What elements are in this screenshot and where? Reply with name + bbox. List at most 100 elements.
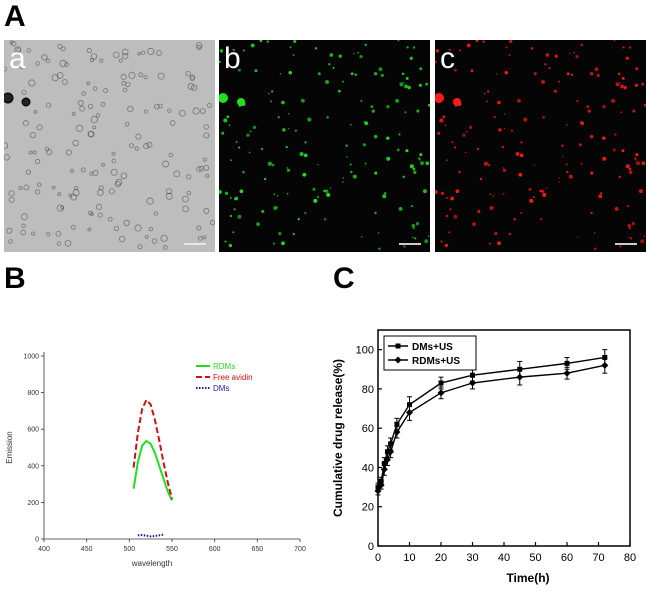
particle	[314, 47, 318, 50]
particle	[425, 82, 429, 86]
particle	[28, 150, 33, 155]
particle	[568, 174, 573, 179]
particle	[405, 76, 409, 80]
particle	[235, 141, 238, 144]
particle	[630, 237, 633, 240]
particle	[77, 100, 84, 106]
particle	[279, 72, 282, 75]
particle	[289, 46, 292, 49]
particle	[46, 148, 53, 156]
particle	[412, 236, 414, 239]
particle	[112, 51, 120, 59]
particle	[561, 144, 564, 147]
particle	[401, 72, 405, 76]
particle	[80, 167, 86, 173]
particle	[542, 192, 547, 197]
particle	[120, 172, 128, 180]
large-particle	[4, 92, 14, 104]
particle	[224, 191, 229, 195]
particle	[221, 131, 225, 135]
particle-field	[435, 40, 646, 250]
particle	[634, 157, 637, 160]
particle	[360, 100, 363, 103]
particle	[254, 69, 258, 73]
x-axis-title: Time(h)	[506, 571, 549, 585]
particle	[219, 49, 224, 53]
particle	[640, 239, 645, 244]
particle	[352, 174, 357, 179]
particle	[18, 186, 23, 191]
particle	[504, 70, 508, 75]
particle	[329, 53, 334, 57]
particle	[199, 108, 206, 114]
particle	[224, 240, 227, 243]
particle	[203, 132, 210, 139]
y-tick-label: 40	[362, 462, 374, 474]
particle	[281, 241, 285, 246]
x-tick-label: 50	[529, 552, 541, 564]
particle	[354, 73, 357, 76]
particle	[179, 109, 186, 117]
particle	[446, 159, 448, 162]
particle	[554, 54, 558, 58]
particle	[97, 189, 104, 196]
particle	[628, 236, 630, 239]
particle	[484, 92, 486, 95]
particle	[286, 167, 288, 169]
particle	[483, 161, 488, 166]
particle	[464, 151, 467, 154]
particle	[70, 169, 74, 173]
y-tick-label: 200	[27, 500, 39, 507]
particle	[238, 146, 241, 149]
particle	[292, 232, 296, 236]
particle	[273, 205, 278, 211]
particle	[249, 130, 252, 133]
particle	[587, 109, 591, 113]
particle	[620, 84, 624, 89]
particle	[488, 242, 491, 245]
legend-label: RDMs	[213, 362, 235, 371]
particle	[479, 177, 483, 181]
particle	[641, 82, 645, 86]
particle	[602, 105, 606, 109]
particle	[458, 170, 461, 174]
particle	[202, 235, 207, 240]
particle	[138, 72, 144, 78]
particle	[115, 178, 123, 186]
particle	[532, 196, 536, 199]
y-tick-label: 100	[356, 345, 374, 357]
particle	[380, 73, 384, 77]
particle	[332, 67, 335, 69]
particle	[186, 190, 192, 196]
particle	[229, 214, 233, 218]
particle	[487, 90, 490, 93]
particle	[135, 133, 142, 140]
particle	[345, 144, 348, 147]
particle	[513, 218, 516, 221]
particle	[444, 124, 447, 127]
particle	[329, 187, 332, 189]
particle	[300, 98, 305, 103]
x-tick-label: 10	[403, 552, 415, 564]
particle	[439, 118, 444, 123]
particle	[349, 163, 352, 166]
particle	[125, 81, 131, 88]
particle	[21, 223, 26, 228]
particle	[638, 189, 643, 194]
particle	[617, 72, 621, 76]
particle	[41, 54, 48, 61]
y-tick-label: 1000	[23, 354, 39, 361]
particle	[386, 105, 390, 109]
y-tick-label: 80	[362, 384, 374, 396]
particle	[594, 247, 597, 250]
particle	[232, 48, 235, 52]
particle	[162, 245, 168, 250]
particle	[134, 224, 142, 232]
micrograph-brightfield: a	[4, 40, 215, 252]
particle	[158, 103, 163, 109]
particle	[420, 161, 424, 166]
particle	[277, 116, 280, 119]
particle	[87, 103, 94, 109]
particle	[271, 163, 275, 167]
particle	[219, 190, 222, 194]
